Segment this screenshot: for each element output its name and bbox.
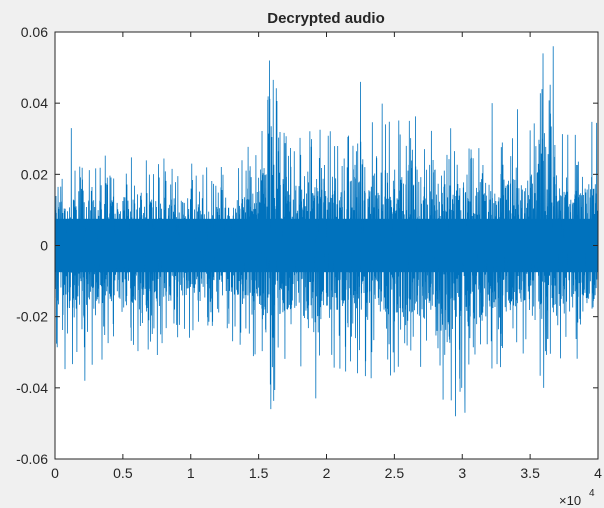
x-exponent-base: ×10 <box>559 493 581 508</box>
signal-waveform <box>54 46 599 417</box>
x-tick-label: 1 <box>187 465 195 481</box>
y-tick-label: 0.04 <box>21 95 48 111</box>
x-tick-label: 3.5 <box>520 465 540 481</box>
y-tick-label: -0.02 <box>16 309 48 325</box>
x-exponent-label: ×10 4 <box>559 488 595 508</box>
x-exponent-power: 4 <box>589 488 595 499</box>
axis-ticks: 0 0.5 1 1.5 2 2.5 3 3.5 4 -0.06 -0.04 -0.02 0 0.02 0.0… <box>16 24 602 481</box>
x-tick-label: 2 <box>323 465 331 481</box>
x-tick-label: 1.5 <box>249 465 269 481</box>
x-tick-label: 2.5 <box>385 465 405 481</box>
x-tick-label: 0.5 <box>113 465 133 481</box>
y-tick-label: -0.04 <box>16 380 48 396</box>
y-tick-label: -0.06 <box>16 451 48 467</box>
x-tick-label: 4 <box>594 465 602 481</box>
x-tick-label: 3 <box>458 465 466 481</box>
signal-line <box>54 46 599 417</box>
y-tick-label: 0.06 <box>21 24 48 40</box>
y-tick-label: 0.02 <box>21 166 48 182</box>
y-tick-label: 0 <box>40 238 48 254</box>
x-tick-label: 0 <box>51 465 59 481</box>
chart-title: Decrypted audio <box>267 10 385 27</box>
